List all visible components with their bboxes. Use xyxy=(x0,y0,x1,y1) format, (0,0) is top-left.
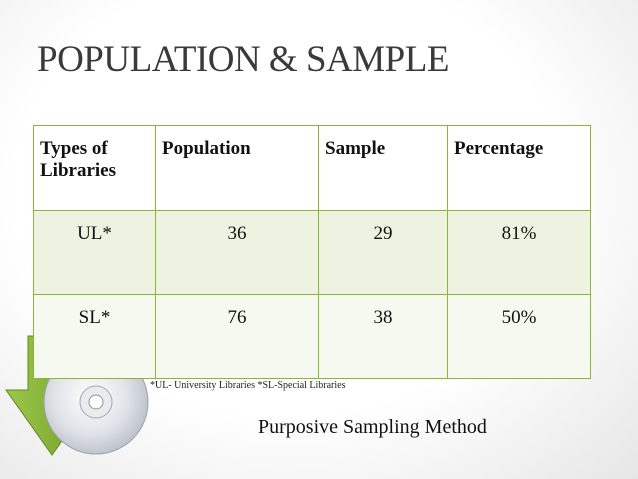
column-header: Percentage xyxy=(447,125,591,211)
column-header: Types of Libraries xyxy=(33,125,156,211)
cell: 81% xyxy=(447,210,591,295)
cell: 36 xyxy=(155,210,319,295)
cell: UL* xyxy=(33,210,156,295)
title: POPULATION & SAMPLE xyxy=(37,39,449,80)
cell: 50% xyxy=(447,294,591,379)
cell: 29 xyxy=(318,210,448,295)
caption: Purposive Sampling Method xyxy=(258,416,487,438)
cell: 76 xyxy=(155,294,319,379)
cell: 38 xyxy=(318,294,448,379)
footnote: *UL- University Libraries *SL-Special Li… xyxy=(150,380,346,391)
column-header: Population xyxy=(155,125,319,211)
column-header: Sample xyxy=(318,125,448,211)
table: Types of Libraries Population Sample Per… xyxy=(33,125,591,379)
cell: SL* xyxy=(33,294,156,379)
